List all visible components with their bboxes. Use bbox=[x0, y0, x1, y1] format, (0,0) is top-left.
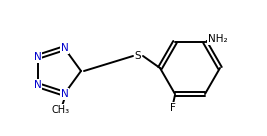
Text: N: N bbox=[61, 43, 68, 53]
Text: F: F bbox=[170, 103, 176, 113]
Text: N: N bbox=[61, 89, 68, 99]
Text: N: N bbox=[34, 52, 41, 62]
Text: CH₃: CH₃ bbox=[51, 105, 69, 115]
Text: NH₂: NH₂ bbox=[208, 34, 228, 44]
Text: N: N bbox=[34, 80, 41, 90]
Text: S: S bbox=[135, 51, 141, 61]
